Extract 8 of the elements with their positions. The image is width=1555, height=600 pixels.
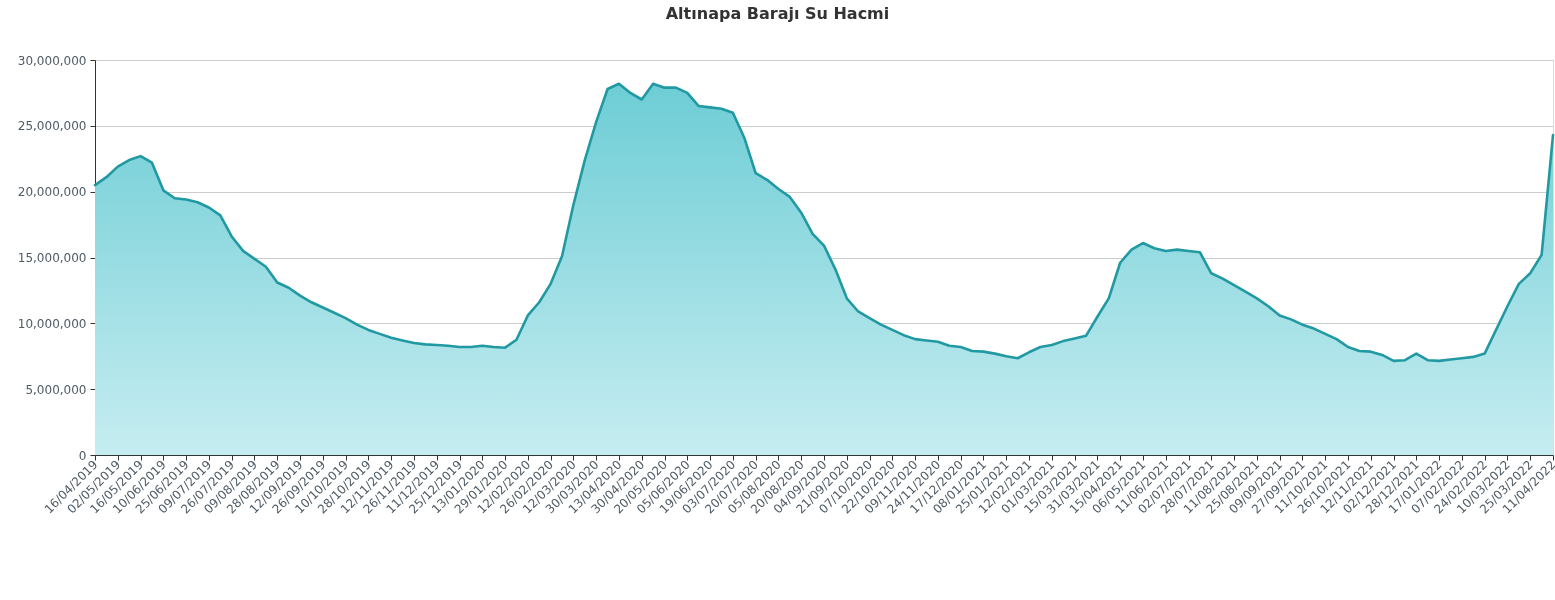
y-tick-label: 20,000,000 (17, 185, 87, 200)
y-tick-label: 30,000,000 (17, 53, 87, 68)
y-tick-label: 5,000,000 (25, 382, 87, 397)
y-tick-label: 25,000,000 (17, 119, 87, 134)
y-tick-label: 15,000,000 (17, 251, 87, 265)
chart-title: Altınapa Barajı Su Hacmi (665, 4, 890, 23)
y-tick-label: 10,000,000 (17, 316, 87, 331)
y-tick-label: 0 (78, 448, 87, 463)
